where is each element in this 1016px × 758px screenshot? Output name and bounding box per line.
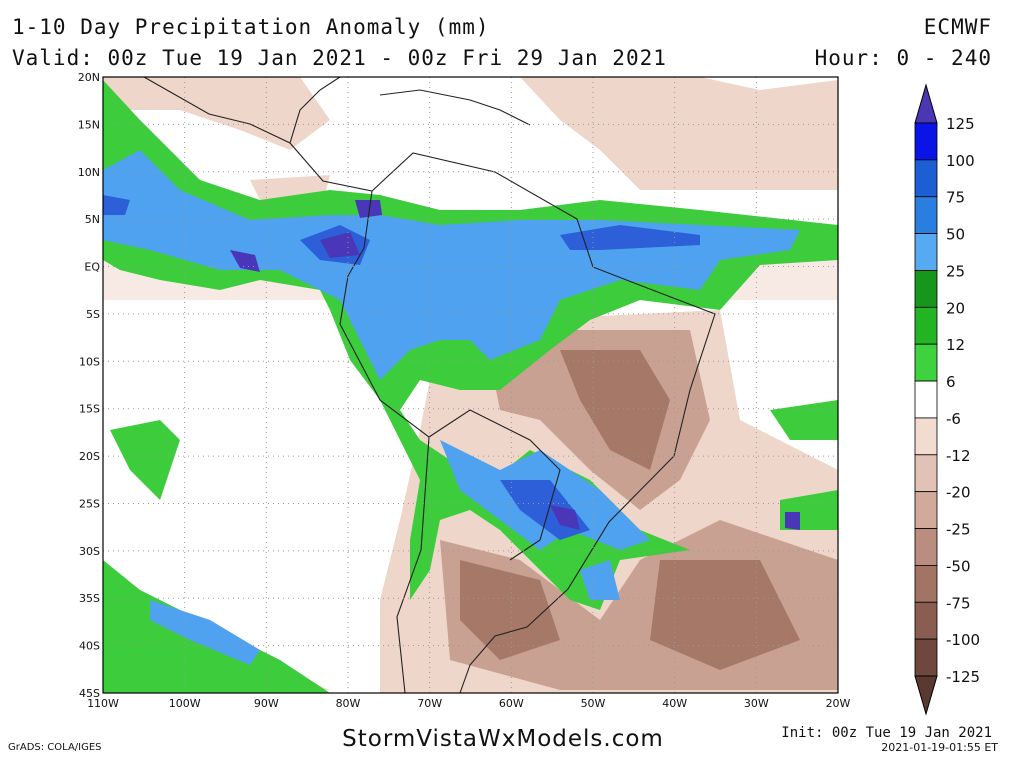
lat-label: EQ xyxy=(84,261,100,274)
lon-label: 80W xyxy=(336,697,361,710)
colorbar-segment xyxy=(914,417,938,456)
coastlines xyxy=(143,76,716,694)
grads-credit: GrADS: COLA/IGES xyxy=(8,742,102,753)
colorbar-segment xyxy=(914,638,938,677)
colorbar-segment xyxy=(914,601,938,640)
valid-time: Valid: 00z Tue 19 Jan 2021 - 00z Fri 29 … xyxy=(12,46,667,70)
lat-label: 20S xyxy=(79,450,100,463)
lon-label: 50W xyxy=(581,697,606,710)
lat-label: 10N xyxy=(78,166,100,179)
lon-label: 60W xyxy=(499,697,524,710)
init-time: Init: 00z Tue 19 Jan 2021 xyxy=(781,725,992,741)
lat-label: 20N xyxy=(78,71,100,84)
colorbar-label: -25 xyxy=(946,521,971,539)
hour-range: Hour: 0 - 240 xyxy=(815,46,992,70)
lon-label: 70W xyxy=(417,697,442,710)
colorbar-label: 100 xyxy=(946,152,975,170)
colorbar-segment xyxy=(914,233,938,271)
lat-label: 30S xyxy=(79,545,100,558)
title: 1-10 Day Precipitation Anomaly (mm) xyxy=(12,15,490,39)
colorbar-segment xyxy=(914,454,938,493)
colorbar-label: -12 xyxy=(946,447,971,465)
lon-label: 110W xyxy=(87,697,119,710)
colorbar-label: -50 xyxy=(946,557,971,575)
lon-label: 20W xyxy=(826,697,851,710)
colorbar-label: 20 xyxy=(946,299,965,317)
map-frame xyxy=(102,76,839,694)
lat-label: 25S xyxy=(79,497,100,510)
model: ECMWF xyxy=(924,15,992,39)
colorbar-segment xyxy=(914,122,938,161)
lat-label: 35S xyxy=(79,592,100,605)
lon-label: 100W xyxy=(169,697,201,710)
site-name: StormVistaWxModels.com xyxy=(342,726,664,752)
colorbar-label: 125 xyxy=(946,115,975,133)
colorbar-label: -125 xyxy=(946,668,980,686)
colorbar-label: -6 xyxy=(946,410,961,428)
colorbar-label: -20 xyxy=(946,484,971,502)
colorbar-label: 12 xyxy=(946,336,965,354)
lon-label: 40W xyxy=(662,697,687,710)
lat-label: 10S xyxy=(79,355,100,368)
lon-label: 30W xyxy=(744,697,769,710)
lat-label: 45S xyxy=(79,687,100,700)
colorbar-label: -75 xyxy=(946,594,971,612)
lat-label: 15N xyxy=(78,118,100,131)
lat-label: 15S xyxy=(79,403,100,416)
colorbar-segment xyxy=(914,565,938,603)
colorbar-segment xyxy=(914,343,938,382)
colorbar-arrow-bottom xyxy=(914,675,938,716)
colorbar-segment xyxy=(914,380,938,419)
lon-label: 90W xyxy=(254,697,279,710)
colorbar-segment xyxy=(914,270,938,308)
colorbar-label: 25 xyxy=(946,262,965,280)
colorbar-segment xyxy=(914,306,938,345)
colorbar-label: 50 xyxy=(946,226,965,244)
colorbar-segment xyxy=(914,528,938,566)
timestamp: 2021-01-19-01:55 ET xyxy=(881,741,998,754)
lat-label: 5S xyxy=(86,308,100,321)
colorbar: 125 100 75 50 25 20 12 6 -6 -12 -20 -25 -50 -75 -100 -1… xyxy=(914,83,980,716)
colorbar-label: 6 xyxy=(946,373,956,391)
lat-label: 5N xyxy=(85,213,100,226)
grid: 20N15N10N5NEQ5S10S15S20S25S30S35S40S45S1… xyxy=(78,71,851,710)
colorbar-segment xyxy=(914,491,938,529)
colorbar-arrow-top xyxy=(914,83,938,124)
colorbar-segment xyxy=(914,159,938,198)
colorbar-segment xyxy=(914,196,938,235)
lat-label: 40S xyxy=(79,640,100,653)
map-field xyxy=(103,77,838,693)
colorbar-label: -100 xyxy=(946,631,980,649)
colorbar-label: 75 xyxy=(946,189,965,207)
